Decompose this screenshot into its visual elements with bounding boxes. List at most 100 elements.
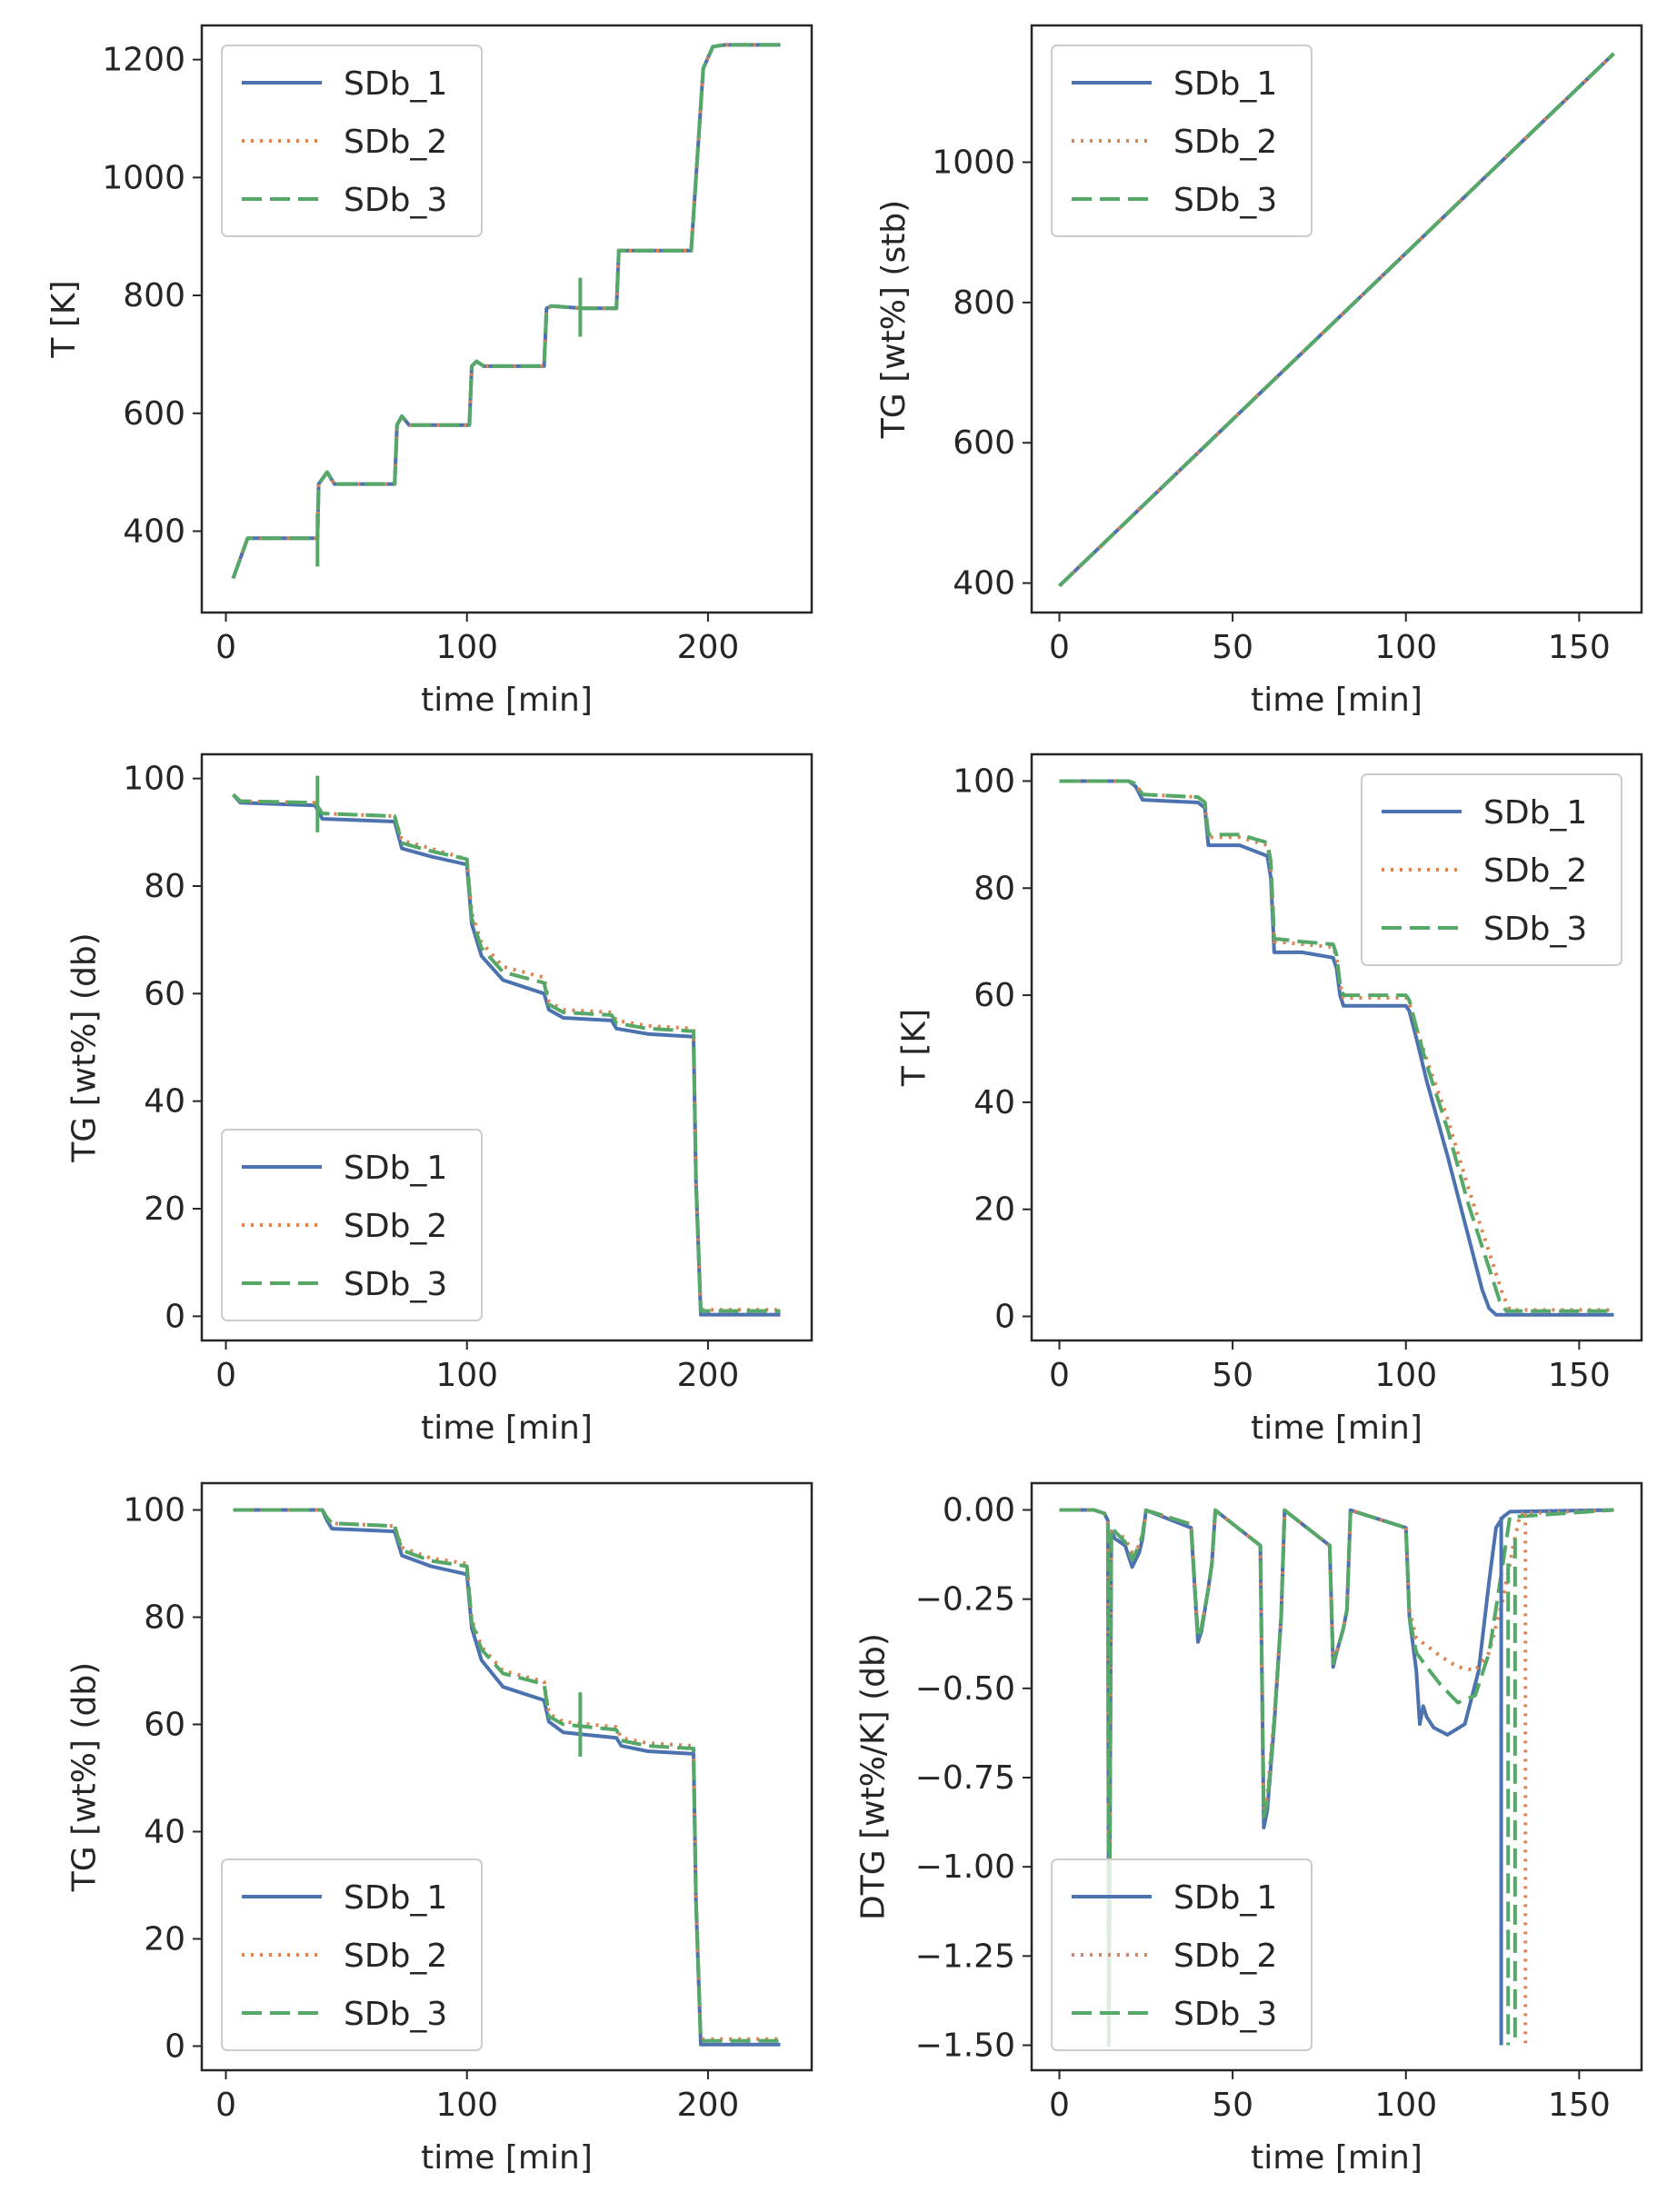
y-axis-label: T [K] [896,1009,933,1087]
legend-label: SDb_3 [344,182,447,219]
subplot-top-left: 0 100 200 400 600 800 1000 1200 time [min] T [K] S… [45,24,814,719]
y-tick-label: 0.00 [943,1491,1015,1529]
y-tick-label: 100 [953,762,1015,800]
y-tick-label: −0.25 [915,1581,1015,1619]
x-tick-label: 0 [1049,1357,1070,1394]
y-tick-label: 800 [123,277,185,314]
plot-frame [1030,752,1643,1342]
y-tick-label: 80 [144,868,185,905]
x-tick-label: 100 [435,629,498,666]
y-tick-label: 1200 [102,42,185,79]
y-tick-label: −1.00 [915,1848,1015,1886]
x-tick-label: 100 [1374,629,1437,666]
legend-box [221,1858,483,2051]
subplot-middle-right: 0 50 100 150 0 20 40 60 80 100 time [min] T [K] SDb_… [896,752,1643,1447]
x-tick-label: 0 [215,1357,236,1394]
y-tick-label: 400 [953,565,1015,603]
y-tick-label: 60 [144,975,185,1012]
legend: SDb_1 SDb_2 SDb_3 [1361,773,1622,966]
y-axis-label: TG [wt%] (db) [66,1662,104,1892]
x-tick-label: 150 [1548,629,1611,666]
subplot-middle-left: 0 100 200 0 20 40 60 80 100 time [min] TG [wt%] (d… [66,752,814,1447]
plot-area [233,1508,781,2047]
series-line-SDb_2 [232,792,781,1312]
y-tick-label: 100 [123,1491,185,1529]
x-axis-label: time [min] [1251,1410,1422,1447]
series-line-SDb_1 [233,1508,781,2047]
y-tick-label: 800 [953,284,1015,322]
x-tick-label: 200 [677,2087,740,2124]
x-tick-label: 100 [435,2087,498,2124]
legend-box [221,1129,483,1321]
y-tick-label: 40 [144,1813,185,1850]
y-tick-label: 40 [973,1084,1015,1121]
legend-label: SDb_2 [344,124,447,161]
series-line-SDb_3 [233,1508,781,2043]
y-tick-label: −0.50 [915,1670,1015,1708]
y-tick-label: 600 [123,395,185,433]
plot-frame [1030,24,1643,614]
legend-label: SDb_2 [1483,852,1587,890]
legend-label: SDb_1 [344,65,447,103]
legend-label: SDb_1 [344,1150,447,1187]
series-line-SDb_2 [1059,1508,1614,2048]
y-tick-label: 1000 [102,159,185,196]
series-line-SDb_1 [232,793,781,1317]
legend-label: SDb_3 [1483,911,1587,948]
legend-label: SDb_2 [344,1208,447,1245]
x-tick-label: 200 [677,629,740,666]
series-line-SDb_1 [1059,779,1614,1317]
x-tick-label: 0 [215,2087,236,2124]
legend-label: SDb_2 [1173,1938,1277,1975]
x-axis-label: time [min] [421,1410,593,1447]
y-tick-label: 1000 [932,144,1015,182]
series-line-SDb_3 [231,43,781,580]
x-tick-label: 0 [1049,2087,1070,2124]
series-line-SDb_3 [1059,1508,1614,2048]
x-tick-label: 50 [1212,2087,1253,2124]
plot-area [1058,52,1615,588]
legend: SDb_1 SDb_2 SDb_3 [221,45,483,237]
y-tick-label: 60 [144,1706,185,1743]
plot-area [231,43,781,580]
subplot-bottom-left: 0 100 200 0 20 40 60 80 100 time [min] TG [wt%] (d… [66,1481,814,2177]
plot-area [1059,779,1614,1317]
x-tick-label: 100 [435,1357,498,1394]
legend-label: SDb_3 [344,1996,447,2033]
legend-label: SDb_3 [344,1266,447,1303]
legend-label: SDb_1 [1173,1879,1277,1917]
plot-frame [200,752,814,1342]
legend-label: SDb_1 [1483,794,1587,832]
y-tick-label: 80 [144,1599,185,1636]
y-tick-label: 80 [973,870,1015,907]
x-axis-label: time [min] [1251,2139,1422,2177]
x-tick-label: 50 [1212,1357,1253,1394]
y-tick-label: −1.50 [915,2028,1015,2065]
x-tick-label: 100 [1374,1357,1437,1394]
y-tick-label: 60 [973,977,1015,1014]
x-tick-label: 200 [677,1357,740,1394]
x-axis-label: time [min] [1251,682,1422,719]
plot-frame [200,1481,814,2072]
legend-box [221,45,483,237]
series-line-SDb_3 [232,792,781,1313]
legend: SDb_1 SDb_2 SDb_3 [1051,45,1313,237]
legend-label: SDb_3 [1173,1996,1277,2033]
subplot-top-right: 0 50 100 150 400 600 800 1000 time [min] TG [wt%]… [875,24,1643,719]
legend-label: SDb_1 [344,1879,447,1917]
y-tick-label: 100 [123,761,185,798]
legend-box [1051,45,1313,237]
y-tick-label: 20 [144,1191,185,1228]
y-axis-label: TG [wt%] (db) [66,932,104,1162]
y-tick-label: 20 [144,1920,185,1958]
y-tick-label: 400 [123,513,185,550]
y-tick-label: 20 [973,1191,1015,1229]
y-tick-label: 0 [165,1298,185,1335]
y-axis-label: T [K] [45,280,83,358]
legend-label: SDb_2 [1173,124,1277,161]
legend-label: SDb_2 [344,1938,447,1975]
x-tick-label: 0 [215,629,236,666]
legend: SDb_1 SDb_2 SDb_3 [221,1129,483,1321]
series-line-SDb_3 [1059,779,1614,1313]
